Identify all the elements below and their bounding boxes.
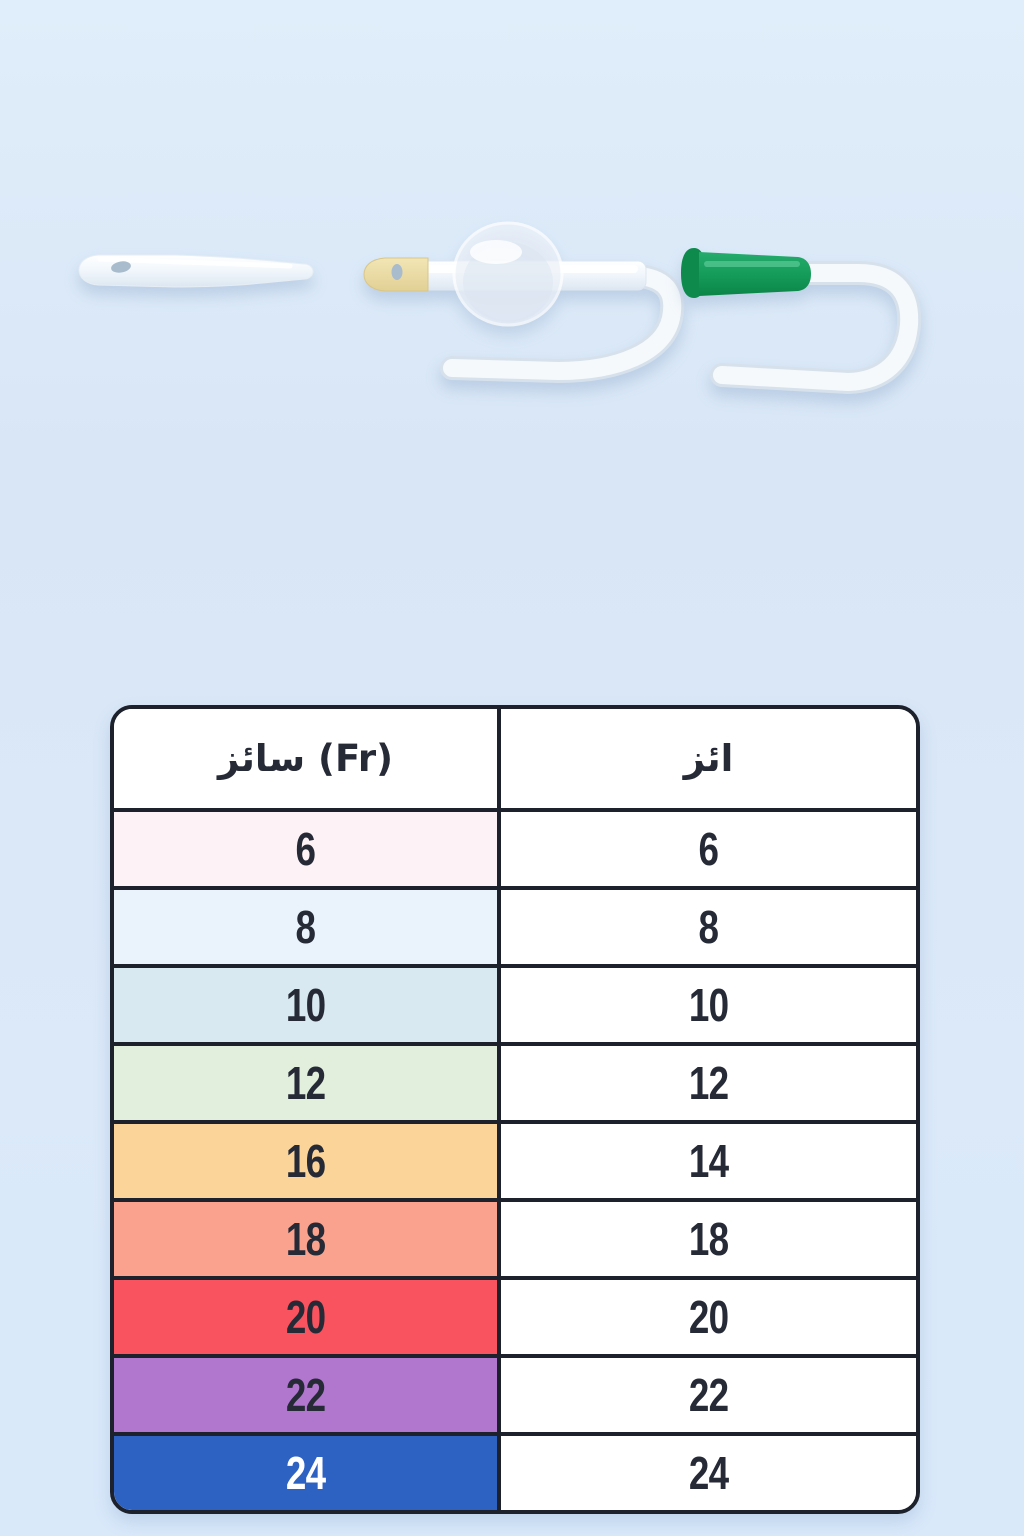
fr-cell: 12 — [114, 1046, 501, 1120]
size-value: 6 — [698, 823, 719, 875]
size-value: 18 — [688, 1213, 729, 1265]
size-cell: 12 — [501, 1046, 916, 1120]
foley-catheter-image — [363, 221, 685, 384]
size-cell: 24 — [501, 1436, 916, 1510]
size-value: 20 — [688, 1291, 729, 1343]
table-row: 10 10 — [114, 964, 916, 1042]
header-label-size: ائز — [683, 737, 734, 780]
size-cell: 8 — [501, 890, 916, 964]
fr-value: 6 — [295, 823, 316, 875]
catheter-eyelet — [111, 261, 131, 273]
header-cell-fr: سائز (Fr) — [114, 709, 501, 808]
table-row: 18 18 — [114, 1198, 916, 1276]
size-cell: 22 — [501, 1358, 916, 1432]
fr-value: 24 — [285, 1447, 326, 1499]
table-row: 12 12 — [114, 1042, 916, 1120]
header-label-fr: سائز (Fr) — [217, 737, 394, 780]
table-row: 24 24 — [114, 1432, 916, 1510]
fr-value: 12 — [285, 1057, 326, 1109]
fr-cell: 10 — [114, 968, 501, 1042]
size-cell: 6 — [501, 812, 916, 886]
size-cell: 14 — [501, 1124, 916, 1198]
fr-value: 8 — [295, 901, 316, 953]
size-chart-table: سائز (Fr) ائز 6 6 8 8 10 10 12 12 16 14 … — [110, 705, 920, 1514]
fr-value: 20 — [285, 1291, 326, 1343]
size-value: 14 — [688, 1135, 729, 1187]
fr-cell: 20 — [114, 1280, 501, 1354]
size-cell: 20 — [501, 1280, 916, 1354]
size-value: 12 — [688, 1057, 729, 1109]
size-cell: 10 — [501, 968, 916, 1042]
fr-value: 22 — [285, 1369, 326, 1421]
table-header-row: سائز (Fr) ائز — [114, 709, 916, 808]
fr-cell: 22 — [114, 1358, 501, 1432]
catheter-eyelet — [391, 264, 403, 280]
funnel-body — [699, 252, 811, 296]
table-row: 22 22 — [114, 1354, 916, 1432]
size-value: 8 — [698, 901, 719, 953]
size-value: 24 — [688, 1447, 729, 1499]
fr-cell: 18 — [114, 1202, 501, 1276]
fr-value: 10 — [285, 979, 326, 1031]
header-cell-size: ائز — [501, 709, 916, 808]
table-row: 20 20 — [114, 1276, 916, 1354]
size-value: 10 — [688, 979, 729, 1031]
fr-cell: 6 — [114, 812, 501, 886]
table-row: 6 6 — [114, 808, 916, 886]
size-value: 22 — [688, 1369, 729, 1421]
straight-catheter-image — [78, 254, 314, 288]
funnel-flange — [681, 248, 703, 298]
fr-cell: 16 — [114, 1124, 501, 1198]
fr-cell: 8 — [114, 890, 501, 964]
table-row: 8 8 — [114, 886, 916, 964]
catheter-illustration — [78, 221, 922, 395]
fr-value: 16 — [285, 1135, 326, 1187]
size-cell: 18 — [501, 1202, 916, 1276]
fr-cell: 24 — [114, 1436, 501, 1510]
fr-value: 18 — [285, 1213, 326, 1265]
table-row: 16 14 — [114, 1120, 916, 1198]
funnel-catheter-image — [681, 248, 922, 395]
